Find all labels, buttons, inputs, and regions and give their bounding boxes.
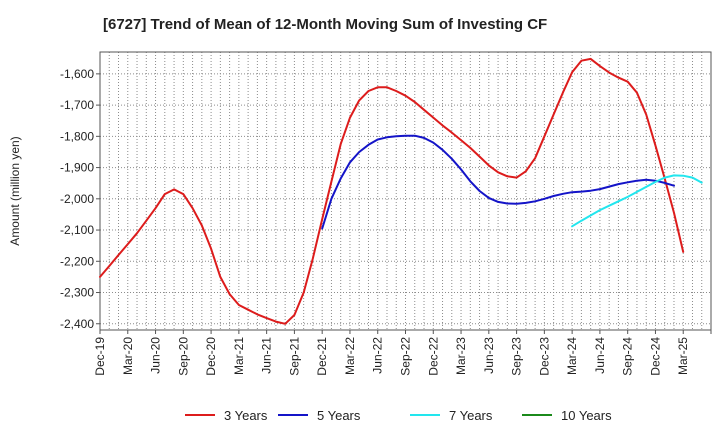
x-tick-label: Sep-21 <box>287 337 301 376</box>
series-line-5-years <box>321 134 675 230</box>
y-axis-label: Amount (million yen) <box>8 136 22 245</box>
x-tick-label: Sep-23 <box>510 337 524 376</box>
x-tick-label: Mar-24 <box>565 337 579 375</box>
x-tick-label: Dec-24 <box>648 337 662 376</box>
x-tick-label: Mar-21 <box>232 337 246 375</box>
x-tick-label: Jun-22 <box>371 337 385 374</box>
y-tick-label: -1,600 <box>60 67 94 81</box>
plot-area: -1,600 -1,700 -1,800 -1,900 -2,000 -2,100 -2,2… <box>60 51 712 376</box>
legend-label-7-years: 7 Years <box>449 408 493 423</box>
x-tick-label: Jun-20 <box>149 337 163 374</box>
x-tick-label: Sep-22 <box>399 337 413 376</box>
x-tick-label: Dec-19 <box>93 337 107 376</box>
x-tick-label: Jun-23 <box>482 337 496 374</box>
x-tick-label: Dec-21 <box>315 337 329 376</box>
y-tick-label: -1,800 <box>60 129 94 143</box>
y-tick-label: -2,000 <box>60 192 94 206</box>
y-tick-label: -2,100 <box>60 223 94 237</box>
x-tick-label: Sep-24 <box>621 337 635 376</box>
x-tick-label: Mar-20 <box>121 337 135 375</box>
legend: 3 Years 5 Years 7 Years 10 Years <box>185 408 612 423</box>
x-tick-label: Jun-24 <box>593 337 607 374</box>
legend-label-10-years: 10 Years <box>561 408 612 423</box>
y-tick-label: -2,300 <box>60 286 94 300</box>
x-tick-label: Dec-23 <box>537 337 551 376</box>
y-tick-label: -1,900 <box>60 161 94 175</box>
series-line-3-years <box>99 57 685 325</box>
y-tick-label: -1,700 <box>60 98 94 112</box>
legend-label-3-years: 3 Years <box>224 408 268 423</box>
x-tick-label: Mar-22 <box>343 337 357 375</box>
series-line-7-years <box>571 174 703 228</box>
x-tick-label: Dec-20 <box>204 337 218 376</box>
chart-title: [6727] Trend of Mean of 12-Month Moving … <box>103 16 547 33</box>
y-tick-label: -2,200 <box>60 254 94 268</box>
x-tick-label: Mar-25 <box>676 337 690 375</box>
legend-label-5-years: 5 Years <box>317 408 361 423</box>
y-tick-label: -2,400 <box>60 317 94 331</box>
x-tick-label: Jun-21 <box>260 337 274 374</box>
x-tick-label: Sep-20 <box>176 337 190 376</box>
x-tick-label: Mar-23 <box>454 337 468 375</box>
x-tick-label: Dec-22 <box>426 337 440 376</box>
